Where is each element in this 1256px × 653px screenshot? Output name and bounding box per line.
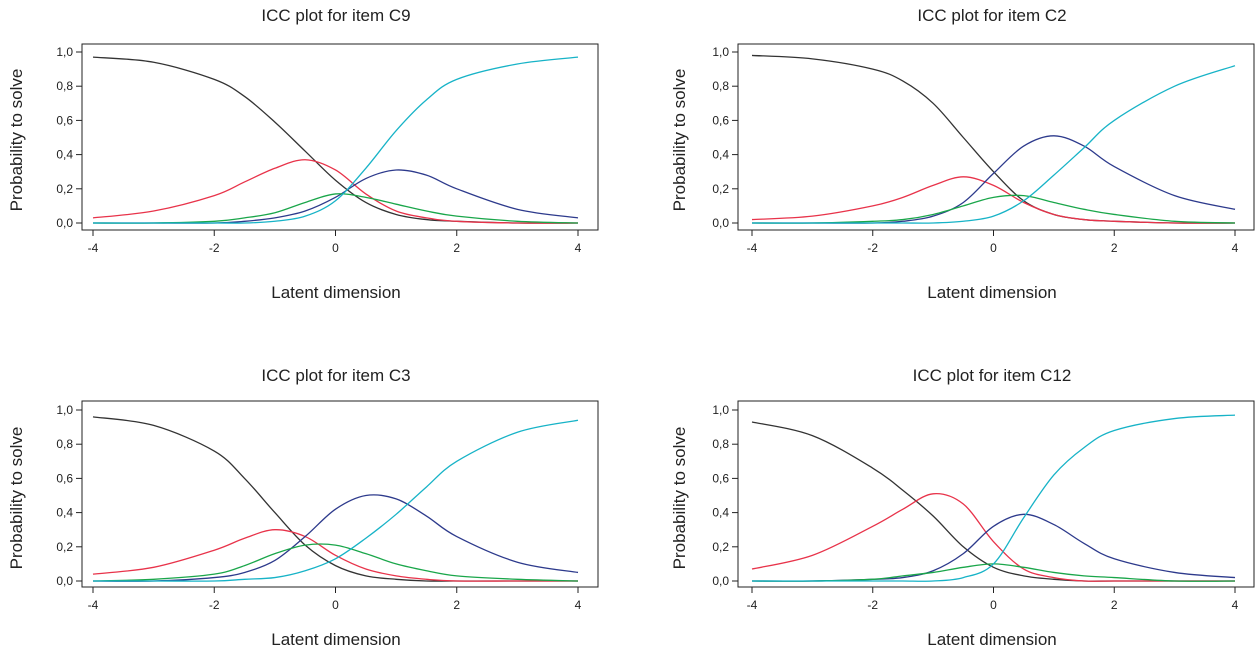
y-tick-label: 0,6 <box>712 471 729 485</box>
y-axis-label: Probability to solve <box>670 427 689 570</box>
series-line-2 <box>92 529 578 582</box>
x-tick-label: 2 <box>1111 241 1118 255</box>
chart-panel-2: ICC plot for item C2 0,0 0,2 0,4 0,6 0,8 1,0 -4… <box>670 6 1255 302</box>
x-axis-label: Latent dimension <box>927 630 1056 649</box>
y-tick-label: 0,8 <box>712 437 729 451</box>
y-tick-label: 0,4 <box>56 506 73 520</box>
chart-panel-1: ICC plot for item C9 0,0 0,2 0,4 0,6 0,8 1,0 -4… <box>7 6 599 302</box>
x-tick-label: 4 <box>1232 598 1239 612</box>
series-line-4 <box>92 543 579 582</box>
y-tick-label: 0,6 <box>56 471 73 485</box>
series-line-5 <box>92 56 579 224</box>
y-axis-label: Probability to solve <box>7 69 26 212</box>
y-tick-label: 1,0 <box>712 403 729 417</box>
x-tick-label: 0 <box>332 241 339 255</box>
x-tick-label: 2 <box>453 241 460 255</box>
y-axis-label: Probability to solve <box>670 69 689 212</box>
y-tick-label: 0,2 <box>712 182 729 196</box>
series-line-1 <box>92 56 579 224</box>
series-line-1 <box>751 421 1235 582</box>
series-line-3 <box>751 513 1236 582</box>
y-tick-label: 0,4 <box>712 506 729 520</box>
series-line-3 <box>92 494 579 582</box>
series-line-4 <box>92 193 579 224</box>
y-tick-label: 0,2 <box>712 540 729 554</box>
series-line-5 <box>93 419 579 582</box>
x-axis-label: Latent dimension <box>271 283 400 302</box>
y-tick-label: 0,8 <box>56 437 73 451</box>
x-tick-label: -4 <box>88 241 99 255</box>
y-tick-label: 0,6 <box>56 113 73 127</box>
y-tick-label: 1,0 <box>56 45 73 59</box>
y-tick-label: 0,0 <box>712 216 729 230</box>
plot-frame <box>81 400 599 588</box>
x-tick-label: 4 <box>575 598 582 612</box>
x-tick-label: 0 <box>990 598 997 612</box>
x-tick-label: -2 <box>867 241 878 255</box>
series-line-5 <box>752 414 1236 582</box>
y-tick-label: 0,4 <box>56 148 73 162</box>
x-axis-label: Latent dimension <box>927 283 1056 302</box>
y-tick-label: 1,0 <box>56 403 73 417</box>
plot-frame <box>737 400 1255 588</box>
series-line-4 <box>751 194 1236 224</box>
series-line-3 <box>751 135 1236 224</box>
y-tick-label: 0,8 <box>712 79 729 93</box>
chart-title: ICC plot for item C12 <box>913 366 1072 385</box>
y-tick-label: 1,0 <box>712 45 729 59</box>
chart-panel-4: ICC plot for item C12 0,0 0,2 0,4 0,6 0,8 1,0 -… <box>670 366 1255 649</box>
series-line-5 <box>751 65 1236 224</box>
y-tick-label: 0,0 <box>56 574 73 588</box>
series-line-2 <box>751 176 1236 224</box>
y-axis-label: Probability to solve <box>7 427 26 570</box>
series-line-3 <box>92 169 579 224</box>
x-tick-label: -2 <box>209 241 220 255</box>
x-tick-label: -2 <box>867 598 878 612</box>
x-axis-label: Latent dimension <box>271 630 400 649</box>
x-tick-label: -2 <box>209 598 220 612</box>
y-tick-label: 0,8 <box>56 79 73 93</box>
chart-title: ICC plot for item C9 <box>261 6 410 25</box>
plot-frame <box>81 43 599 231</box>
y-tick-label: 0,0 <box>56 216 73 230</box>
y-tick-label: 0,0 <box>712 574 729 588</box>
y-tick-label: 0,6 <box>712 113 729 127</box>
x-tick-label: 4 <box>1232 241 1239 255</box>
chart-title: ICC plot for item C3 <box>261 366 410 385</box>
x-tick-label: 0 <box>332 598 339 612</box>
y-tick-label: 0,2 <box>56 182 73 196</box>
plot-frame <box>737 43 1255 231</box>
x-tick-label: 2 <box>1111 598 1118 612</box>
x-tick-label: 0 <box>990 241 997 255</box>
x-tick-label: -4 <box>88 598 99 612</box>
x-tick-label: -4 <box>747 598 758 612</box>
chart-panel-3: ICC plot for item C3 0,0 0,2 0,4 0,6 0,8 1,0 -4… <box>7 366 599 649</box>
y-tick-label: 0,2 <box>56 540 73 554</box>
chart-title: ICC plot for item C2 <box>917 6 1066 25</box>
x-tick-label: 4 <box>575 241 582 255</box>
series-line-4 <box>751 563 1236 582</box>
x-tick-label: -4 <box>747 241 758 255</box>
series-line-2 <box>751 493 1235 582</box>
x-tick-label: 2 <box>453 598 460 612</box>
y-tick-label: 0,4 <box>712 148 729 162</box>
series-line-1 <box>92 416 578 582</box>
series-line-2 <box>92 159 579 224</box>
